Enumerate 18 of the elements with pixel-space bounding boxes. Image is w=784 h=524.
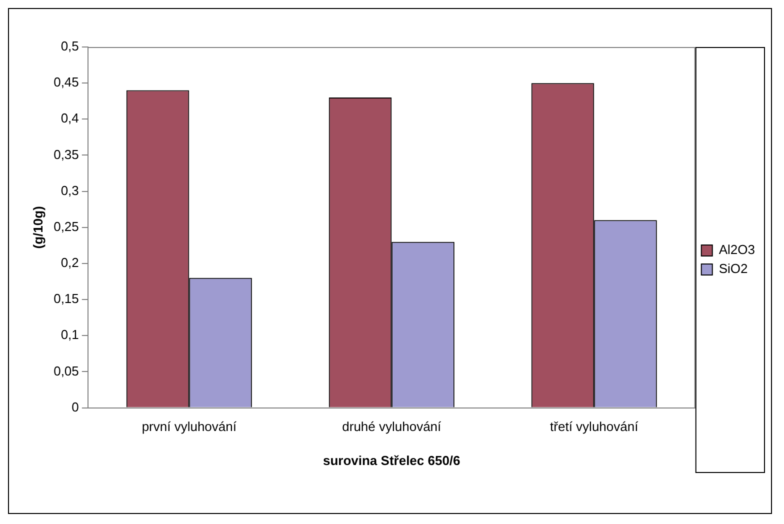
y-tick-label: 0,25 [54, 218, 79, 234]
x-tick-label: druhé vyluhování [342, 419, 442, 434]
y-tick-label: 0,35 [54, 146, 79, 162]
y-tick-label: 0,5 [60, 38, 79, 54]
y-axis-title: (g/10g) [30, 206, 46, 249]
y-tick-label: 0,2 [60, 255, 79, 270]
y-tick-label: 0,1 [60, 327, 79, 342]
legend-label: Al2O3 [718, 242, 756, 258]
x-tick-label: třetí vyluhování [550, 419, 639, 434]
legend-label: SiO2 [718, 261, 748, 276]
x-tick-label: první vyluhování [142, 419, 237, 434]
y-tick-label: 0,15 [54, 291, 79, 306]
y-tick-label: 0,3 [60, 182, 79, 198]
x-axis-title: surovina Střelec 650/6 [322, 452, 460, 468]
y-tick-label: 0 [72, 399, 79, 414]
y-tick-label: 0,4 [60, 110, 79, 126]
y-tick-label: 0,45 [54, 74, 79, 90]
y-tick-label: 0,05 [54, 363, 79, 378]
